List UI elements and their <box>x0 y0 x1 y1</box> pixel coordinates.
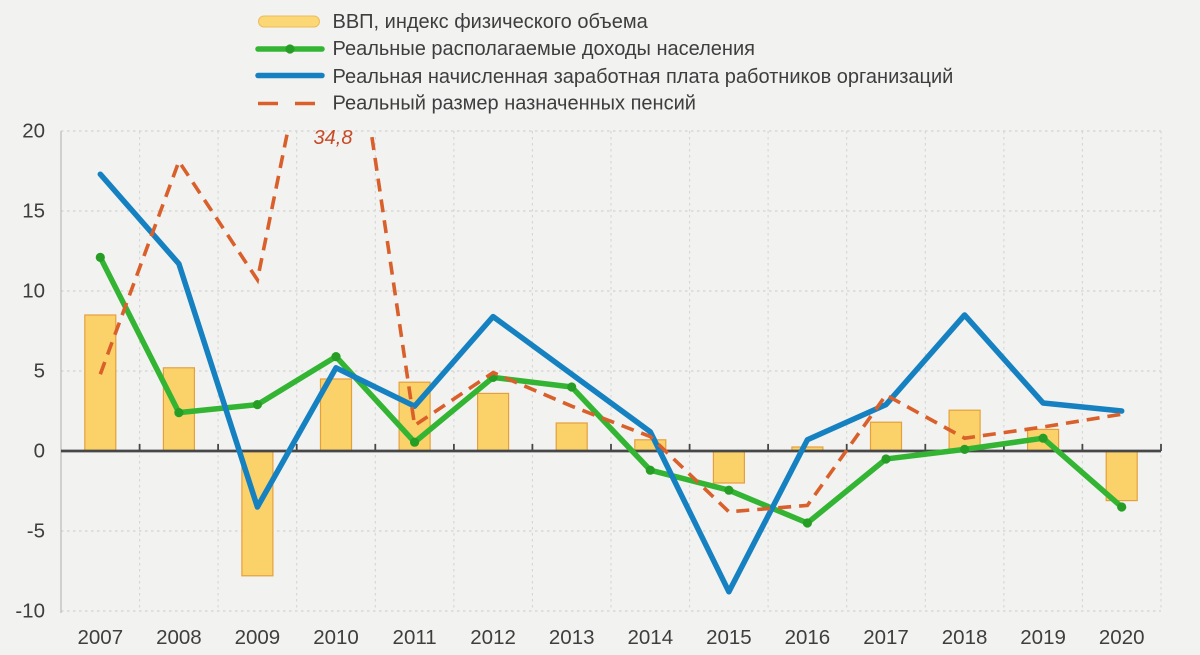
svg-text:2010: 2010 <box>313 626 359 649</box>
svg-text:2012: 2012 <box>470 626 516 649</box>
svg-text:Реальные располагаемые доходы: Реальные располагаемые доходы населения <box>333 38 755 60</box>
svg-text:Реальный размер назначенных пе: Реальный размер назначенных пенсий <box>333 93 696 115</box>
svg-text:2016: 2016 <box>785 626 831 649</box>
svg-text:Реальная начисленная заработна: Реальная начисленная заработная плата ра… <box>333 66 954 88</box>
svg-text:-10: -10 <box>15 600 45 623</box>
svg-text:34,8: 34,8 <box>314 127 353 149</box>
svg-text:2015: 2015 <box>706 626 752 649</box>
svg-text:2014: 2014 <box>627 626 673 649</box>
svg-text:2018: 2018 <box>942 626 988 649</box>
svg-text:2011: 2011 <box>393 626 437 649</box>
svg-text:5: 5 <box>34 360 45 383</box>
svg-text:ВВП, индекс физического объема: ВВП, индекс физического объема <box>333 11 649 33</box>
svg-text:2017: 2017 <box>863 626 909 649</box>
svg-text:2020: 2020 <box>1099 626 1145 649</box>
svg-text:0: 0 <box>34 440 45 463</box>
svg-text:-5: -5 <box>27 520 45 543</box>
svg-text:2008: 2008 <box>156 626 202 649</box>
svg-text:20: 20 <box>22 120 45 143</box>
svg-text:2013: 2013 <box>549 626 595 649</box>
svg-text:2009: 2009 <box>235 626 281 649</box>
svg-text:2007: 2007 <box>77 626 123 649</box>
svg-text:10: 10 <box>22 280 45 303</box>
svg-text:2019: 2019 <box>1020 626 1066 649</box>
svg-text:15: 15 <box>22 200 45 223</box>
